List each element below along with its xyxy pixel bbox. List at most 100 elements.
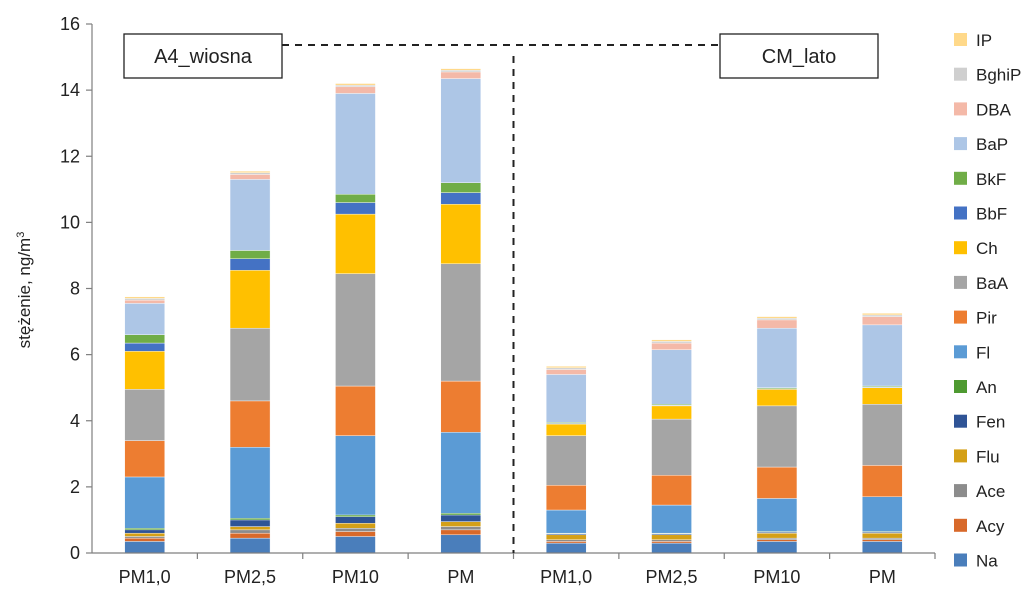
x-tick-label: PM2,5 [646, 567, 698, 587]
legend-label-baa: BaA [976, 274, 1009, 293]
legend-swatch-pir [954, 310, 967, 324]
legend: IP BghiP DBA BaP BkF BbF Ch BaA Pir Fl An Fen Flu Ace… [954, 31, 1021, 571]
bar-segment-bbf [335, 202, 376, 215]
bar-segment-dba [440, 71, 482, 79]
bar-segment-bghip [545, 367, 587, 370]
legend-label-fen: Fen [976, 413, 1005, 432]
bar-segment-bghip [335, 84, 376, 88]
y-tick-label: 10 [60, 212, 80, 232]
bar-segment-dba [335, 86, 376, 94]
bar-segment-ip [335, 83, 376, 86]
bar-segment-fen [335, 516, 376, 524]
bar-segment-baa [335, 273, 376, 387]
bar-segment-ace [440, 526, 482, 531]
bar-segment-na [335, 536, 376, 554]
legend-swatch-baa [954, 275, 967, 289]
y-tick-label: 16 [60, 14, 80, 34]
legend-label-acy: Acy [976, 517, 1005, 536]
bar-segment-ace [335, 528, 376, 532]
bar-segment-bap [651, 349, 692, 405]
legend-swatch-ch [954, 241, 967, 255]
legend-swatch-fen [954, 414, 967, 428]
bar-segment-na [229, 537, 271, 554]
bar-segment-bkf [124, 334, 165, 344]
bar-segment-flu [335, 523, 376, 529]
bar-segment-ip [229, 170, 271, 173]
x-tick-label: PM1,0 [119, 567, 171, 587]
bar-segment-baa [124, 389, 165, 441]
bar-segment-fl [545, 509, 587, 534]
bar-segment-bghip [651, 341, 692, 344]
bar-segment-ace [862, 537, 903, 540]
bar-segment-bkf [335, 194, 376, 203]
bar-segment-acy [545, 541, 587, 544]
bar-segment-acy [335, 531, 376, 537]
bar-segment-bghip [229, 172, 271, 175]
bar-segment-fl [862, 496, 903, 532]
group-label: CM_lato [762, 46, 836, 68]
bar-segment-bap [335, 93, 376, 195]
legend-label-bbf: BbF [976, 205, 1007, 224]
legend-swatch-na [954, 553, 967, 567]
bar-segment-bbf [440, 192, 482, 205]
legend-swatch-acy [954, 518, 967, 532]
x-tick-label: PM [447, 567, 474, 587]
bar-segment-na [862, 541, 903, 554]
bar-segment-ace [229, 529, 271, 534]
bar-segment-acy [124, 537, 165, 542]
y-axis-title-text: stężenie, ng/m [15, 238, 34, 349]
bar-segment-pir [124, 440, 165, 478]
legend-swatch-ip [954, 33, 967, 46]
legend-label-ace: Ace [976, 482, 1005, 501]
bar-segment-an [124, 528, 165, 531]
bar-segment-pir [229, 400, 271, 448]
bar-segment-ch [651, 405, 692, 420]
bar-segment-ip [545, 365, 587, 369]
bar-segment-ch [124, 351, 165, 390]
group-annotations: A4_wiosna CM_lato [123, 33, 879, 553]
bar-segment-an [229, 518, 271, 521]
bar-segment-bghip [756, 318, 798, 321]
bar-segment-bap [440, 78, 482, 183]
bar-segment-na [440, 534, 482, 554]
group-label-box [123, 33, 283, 79]
bar-segment-acy [229, 532, 271, 539]
bar-segment-fen [440, 514, 482, 522]
bar-segment-na [756, 541, 798, 554]
bar-segment-bbf [229, 258, 271, 271]
group-label: A4_wiosna [154, 46, 253, 68]
bar-segment-bap [756, 327, 798, 388]
y-tick-label: 12 [60, 146, 80, 166]
bar-segment-bghip [124, 298, 165, 301]
legend-swatch-bghip [954, 67, 967, 81]
bar-segment-ip [756, 316, 798, 319]
bar-segment-ace [651, 539, 692, 542]
bar-segment-fl [756, 498, 798, 532]
bar-segment-ch [862, 387, 903, 405]
bar-segment-pir [862, 465, 903, 497]
bar-segment-bbf [124, 342, 165, 352]
bar-segment-baa [229, 327, 271, 402]
legend-swatch-dba [954, 102, 967, 116]
bar-segment-ip [862, 313, 903, 316]
legend-swatch-bap [954, 137, 967, 151]
bar-segment-acy [440, 529, 482, 536]
bar-segment-fl [651, 504, 692, 534]
legend-label-bghip: BghiP [976, 66, 1021, 85]
bar-segment-baa [756, 405, 798, 468]
bar-segment-bap [229, 179, 271, 251]
bar-segment-baa [651, 418, 692, 476]
y-ticks: 0 2 4 6 8 10 12 14 16 [60, 14, 92, 563]
bar-segment-fen [124, 529, 165, 534]
bar-segment-pir [651, 475, 692, 506]
y-tick-label: 14 [60, 80, 80, 100]
x-tick-label: PM2,5 [224, 567, 276, 587]
bar-segment-ace [756, 537, 798, 540]
x-tick-label: PM10 [332, 567, 379, 587]
y-tick-label: 2 [70, 477, 80, 497]
y-axis-title-superscript: 3 [15, 232, 27, 238]
legend-label-ch: Ch [976, 239, 998, 258]
legend-swatch-ace [954, 484, 967, 498]
bar-segment-fl [335, 435, 376, 516]
